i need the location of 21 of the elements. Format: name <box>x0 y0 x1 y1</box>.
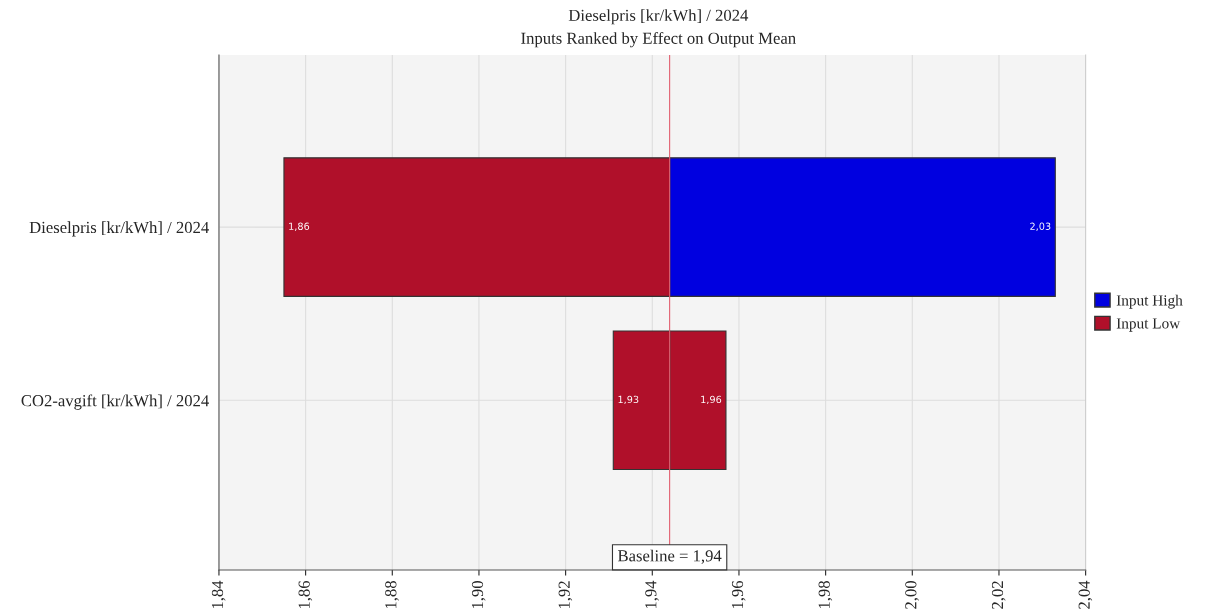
chart-title: Dieselpris [kr/kWh] / 2024 <box>568 9 749 25</box>
x-tick-label: 1,92 <box>558 581 573 609</box>
legend-label: Input High <box>1116 294 1183 309</box>
x-tick-label: 1,98 <box>818 581 833 609</box>
ref-line-label: Baseline = 1,94 <box>617 549 722 564</box>
legend-label: Input Low <box>1116 318 1181 332</box>
data-label: 1,96 <box>701 395 722 405</box>
data-label: 2,03 <box>1030 222 1051 231</box>
x-tick-label: 1,86 <box>298 580 313 609</box>
data-label: 1,86 <box>289 222 310 231</box>
x-tick-label: 1,90 <box>471 581 486 609</box>
x-tick-label: 1,94 <box>645 580 659 609</box>
data-label: 1,93 <box>618 395 639 405</box>
x-tick-label: 2,00 <box>905 581 919 609</box>
x-tick-label: 2,04 <box>1078 580 1093 609</box>
x-tick-label: 1,96 <box>731 580 746 609</box>
x-tick-label: 2,02 <box>991 581 1006 609</box>
chart-subtitle: Inputs Ranked by Effect on Output Mean <box>521 31 796 48</box>
y-tick-label: CO2-avgift [kr/kWh] / 2024 <box>21 394 209 410</box>
x-tick-label: 1,88 <box>385 581 399 609</box>
x-tick-label: 1,84 <box>211 580 226 609</box>
